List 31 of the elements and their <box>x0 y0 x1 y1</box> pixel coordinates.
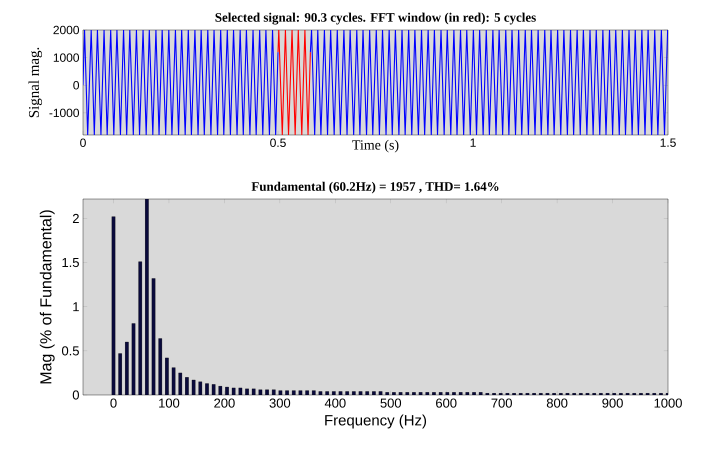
x-tick-label: 500 <box>380 398 402 408</box>
x-tick-label: 800 <box>546 398 568 408</box>
x-tick-label: 900 <box>602 398 623 408</box>
x-tick-label: 1.5 <box>660 138 676 147</box>
x-tick-label: 1 <box>470 138 476 147</box>
chart-title: Fundamental (60.2Hz) = 1957 , THD= 1.64% <box>252 182 498 194</box>
y-axis-title: Mag (% of Fundamental) <box>40 210 55 384</box>
y-tick-label: 2 <box>72 214 79 223</box>
x-tick-label: 700 <box>492 398 512 408</box>
x-tick-label: 100 <box>159 398 180 408</box>
x-tick-label: 600 <box>436 398 457 408</box>
y-tick-label: -1000 <box>49 108 80 118</box>
x-tick-label: 0.5 <box>270 138 286 147</box>
chart-title: Selected signal: 90.3 cycles. FFT window (in red): 5 cycles <box>216 12 536 24</box>
x-tick-label: 200 <box>214 398 235 408</box>
y-tick-label: 0 <box>72 390 79 400</box>
y-axis-title: Signal mag. <box>28 48 42 118</box>
y-tick-label: 1 <box>73 302 79 312</box>
x-tick-label: 300 <box>270 398 290 408</box>
y-tick-label: 0.5 <box>62 346 79 356</box>
x-tick-label: 1000 <box>654 398 682 408</box>
x-tick-label: 400 <box>324 398 346 408</box>
x-axis-title: Time (s) <box>352 140 398 152</box>
y-tick-label: 0 <box>73 81 80 90</box>
y-tick-label: 1000 <box>54 53 80 62</box>
x-tick-label: 0 <box>110 398 117 408</box>
y-tick-label: 1.5 <box>62 258 79 268</box>
x-tick-label: 0 <box>80 138 86 147</box>
y-tick-label: 2000 <box>53 26 80 34</box>
line-series <box>83 30 279 135</box>
x-axis-title: Frequency (Hz) <box>325 414 426 428</box>
